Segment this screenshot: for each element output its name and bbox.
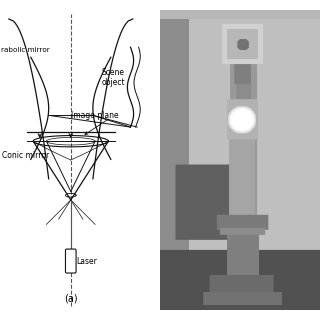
Text: Scene
object: Scene object — [102, 68, 125, 87]
Text: (b): (b) — [233, 319, 247, 320]
Text: Conic mirror: Conic mirror — [2, 151, 50, 160]
FancyBboxPatch shape — [66, 249, 76, 273]
Text: (a): (a) — [64, 293, 77, 303]
Text: rabolic mirror: rabolic mirror — [1, 46, 50, 52]
Text: Image plane: Image plane — [71, 111, 118, 120]
Text: Laser: Laser — [76, 257, 97, 266]
